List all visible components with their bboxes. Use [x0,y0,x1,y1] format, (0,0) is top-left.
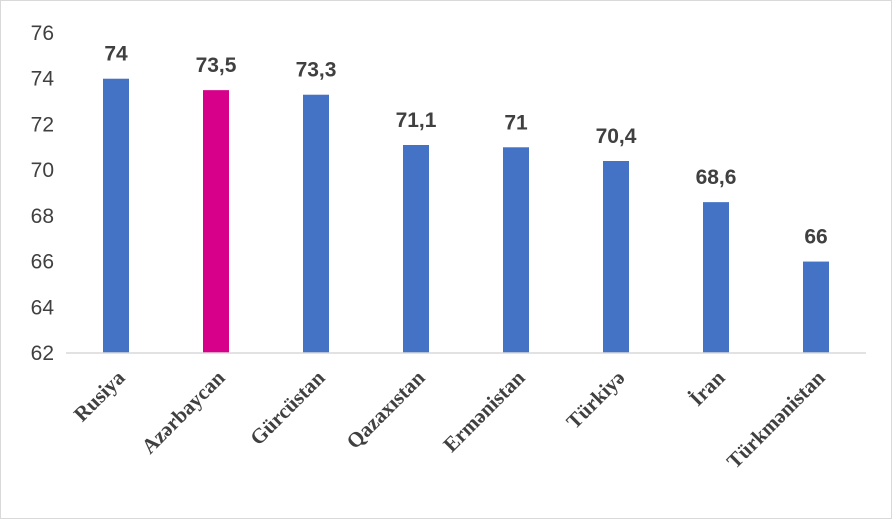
y-tick-label: 64 [31,296,55,319]
y-axis-ticks: 62 64 66 68 70 72 74 76 [31,22,55,365]
data-label: 74 [104,43,128,66]
data-label: 71 [504,111,528,134]
y-tick-label: 66 [31,251,54,274]
data-label: 73,3 [296,59,337,82]
x-tick-label: Ermənistan [438,365,529,456]
data-label: 73,5 [196,54,237,77]
data-label: 70,4 [596,125,637,148]
bar [503,147,529,353]
x-tick-label: Gürcüstan [245,365,330,450]
data-label: 68,6 [696,166,737,189]
x-tick-label: Türkmənistan [722,365,830,473]
y-tick-label: 62 [31,342,54,365]
bars [103,78,829,354]
x-tick-label: Rusiya [69,365,130,426]
bar [703,202,729,353]
y-tick-label: 74 [31,68,55,91]
data-labels: 74 73,5 73,3 71,1 71 70,4 68,6 66 [104,43,827,249]
y-tick-label: 76 [31,22,54,45]
bar [103,78,129,353]
data-label: 71,1 [396,109,437,132]
y-tick-label: 72 [31,113,54,136]
bar [603,161,629,353]
x-tick-label: İran [685,365,730,410]
bar [303,94,329,353]
bar [403,145,429,353]
data-label: 66 [804,226,827,249]
bar [203,90,229,354]
x-axis-labels: Rusiya Azərbaycan Gürcüstan Qazaxıstan Ermən… [69,365,830,473]
y-tick-label: 70 [31,159,54,182]
x-tick-label: Türkiyə [561,366,629,434]
bar [803,261,829,353]
x-tick-label: Qazaxıstan [342,365,430,453]
y-tick-label: 68 [31,205,54,228]
x-tick-label: Azərbaycan [137,365,230,458]
